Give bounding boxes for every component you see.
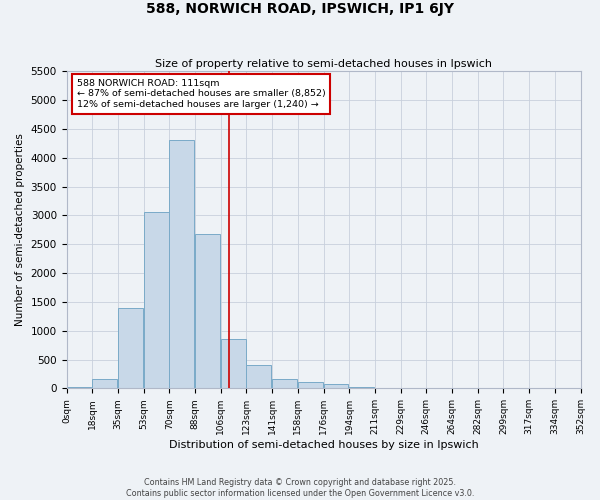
Bar — [323, 384, 349, 388]
Y-axis label: Number of semi-detached properties: Number of semi-detached properties — [15, 134, 25, 326]
Bar — [272, 378, 297, 388]
Bar — [143, 212, 169, 388]
Bar — [221, 339, 245, 388]
Bar — [67, 387, 91, 388]
Bar — [92, 378, 117, 388]
Text: Contains HM Land Registry data © Crown copyright and database right 2025.
Contai: Contains HM Land Registry data © Crown c… — [126, 478, 474, 498]
Text: 588 NORWICH ROAD: 111sqm
← 87% of semi-detached houses are smaller (8,852)
12% o: 588 NORWICH ROAD: 111sqm ← 87% of semi-d… — [77, 79, 326, 109]
Bar — [118, 308, 143, 388]
Title: Size of property relative to semi-detached houses in Ipswich: Size of property relative to semi-detach… — [155, 59, 492, 69]
Bar — [349, 386, 374, 388]
Bar — [169, 140, 194, 388]
Bar — [298, 382, 323, 388]
Bar — [195, 234, 220, 388]
X-axis label: Distribution of semi-detached houses by size in Ipswich: Distribution of semi-detached houses by … — [169, 440, 478, 450]
Bar — [247, 366, 271, 388]
Text: 588, NORWICH ROAD, IPSWICH, IP1 6JY: 588, NORWICH ROAD, IPSWICH, IP1 6JY — [146, 2, 454, 16]
